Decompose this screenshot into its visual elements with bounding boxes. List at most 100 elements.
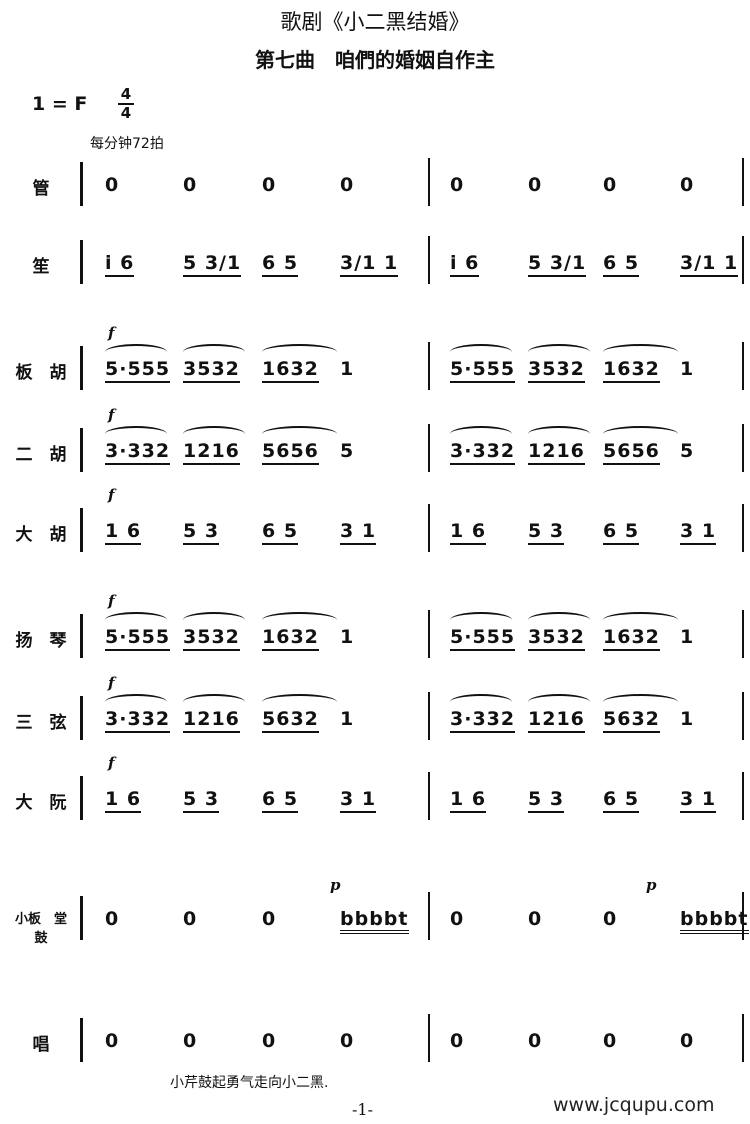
instrument-label: 大 阮 xyxy=(15,793,67,813)
dynamic-marking: f xyxy=(108,592,115,610)
brace-line xyxy=(80,696,83,740)
brace-line xyxy=(80,776,83,820)
slur-mark xyxy=(528,426,590,442)
slur-mark xyxy=(105,694,167,710)
instrument-label: 三 弦 xyxy=(15,713,67,733)
note-beat: 0 xyxy=(450,174,465,196)
note-beat: 6 5 xyxy=(603,788,640,813)
instrument-label: 唱 xyxy=(32,1035,50,1055)
note-beat: bbbbt xyxy=(680,908,749,934)
note-beat: 5632 xyxy=(603,708,660,733)
time-bottom: 4 xyxy=(120,104,132,122)
barline-end xyxy=(742,610,744,658)
note-beat: 6 5 xyxy=(262,520,299,545)
note-beat: 1 6 xyxy=(450,520,487,545)
note-beat: 5 3 xyxy=(528,520,565,545)
note-beat: 3532 xyxy=(528,358,585,383)
note-beat: 0 xyxy=(262,174,277,196)
note-beat: 5 3/1 xyxy=(528,252,587,277)
brace-line xyxy=(80,1018,83,1062)
barline xyxy=(428,158,430,206)
note-beat: 3 1 xyxy=(340,788,377,813)
barline xyxy=(428,610,430,658)
slur-mark xyxy=(105,612,167,628)
note-beat: 0 xyxy=(680,174,695,196)
note-beat: 0 xyxy=(105,908,120,930)
note-beat: 0 xyxy=(603,908,618,930)
note-beat: 5·555 xyxy=(105,626,171,651)
slur-mark xyxy=(105,426,167,442)
note-beat: 1216 xyxy=(528,440,585,465)
note-beat: 0 xyxy=(450,908,465,930)
note-beat: 0 xyxy=(603,1030,618,1052)
note-beat: 1 6 xyxy=(105,520,142,545)
slur-mark xyxy=(105,344,167,360)
slur-mark xyxy=(603,694,678,710)
note-beat: 3/1 1 xyxy=(680,252,739,277)
barline-end xyxy=(742,692,744,740)
note-beat: 0 xyxy=(262,1030,277,1052)
note-beat: 1 xyxy=(340,358,355,380)
slur-mark xyxy=(528,612,590,628)
note-beat: 0 xyxy=(105,174,120,196)
note-beat: 1632 xyxy=(603,626,660,651)
piece-subtitle: 第七曲 咱們的婚姻自作主 xyxy=(255,48,495,72)
barline xyxy=(428,504,430,552)
slur-mark xyxy=(450,426,512,442)
note-beat: 0 xyxy=(680,1030,695,1052)
brace-line xyxy=(80,614,83,658)
note-beat: 6 5 xyxy=(603,252,640,277)
slur-mark xyxy=(450,612,512,628)
instrument-label: 笙 xyxy=(32,257,50,277)
note-beat: 5·555 xyxy=(450,358,516,383)
note-beat: 1 6 xyxy=(105,788,142,813)
note-beat: 6 5 xyxy=(262,252,299,277)
note-beat: 0 xyxy=(262,908,277,930)
note-beat: 3·332 xyxy=(105,440,171,465)
note-beat: 5 xyxy=(680,440,695,462)
slur-mark xyxy=(262,612,337,628)
note-beat: 3532 xyxy=(183,626,240,651)
slur-mark xyxy=(528,694,590,710)
note-beat: 0 xyxy=(105,1030,120,1052)
note-beat: 6 5 xyxy=(603,520,640,545)
note-beat: 5632 xyxy=(262,708,319,733)
brace-line xyxy=(80,508,83,552)
note-beat: 0 xyxy=(528,908,543,930)
dynamic-marking: f xyxy=(108,754,115,772)
note-beat: 3·332 xyxy=(105,708,171,733)
note-beat: 3 1 xyxy=(680,520,717,545)
note-beat: 1216 xyxy=(183,440,240,465)
slur-mark xyxy=(262,344,337,360)
note-beat: bbbbt xyxy=(340,908,409,934)
slur-mark xyxy=(528,344,590,360)
dynamic-marking: f xyxy=(108,486,115,504)
note-beat: i 6 xyxy=(105,252,135,277)
note-beat: 1216 xyxy=(183,708,240,733)
slur-mark xyxy=(262,694,337,710)
note-beat: 0 xyxy=(340,174,355,196)
instrument-label: 小板 堂鼓 xyxy=(14,912,67,946)
slur-mark xyxy=(183,426,245,442)
note-beat: 5·555 xyxy=(450,626,516,651)
barline xyxy=(428,692,430,740)
note-beat: 1632 xyxy=(262,626,319,651)
barline xyxy=(428,772,430,820)
note-beat: 1 xyxy=(680,358,695,380)
note-beat: 5 3 xyxy=(528,788,565,813)
note-beat: 1216 xyxy=(528,708,585,733)
note-beat: 1 xyxy=(340,708,355,730)
dynamic-marking: p xyxy=(330,876,341,894)
lyric-line: 小芹鼓起勇气走向小二黑. xyxy=(170,1075,329,1091)
watermark: www.jcqupu.com xyxy=(553,1094,715,1116)
note-beat: 0 xyxy=(183,174,198,196)
note-beat: 0 xyxy=(603,174,618,196)
barline xyxy=(428,424,430,472)
note-beat: 5·555 xyxy=(105,358,171,383)
note-beat: 1632 xyxy=(603,358,660,383)
dynamic-marking: f xyxy=(108,324,115,342)
dynamic-marking: f xyxy=(108,674,115,692)
note-beat: 1632 xyxy=(262,358,319,383)
barline-end xyxy=(742,504,744,552)
